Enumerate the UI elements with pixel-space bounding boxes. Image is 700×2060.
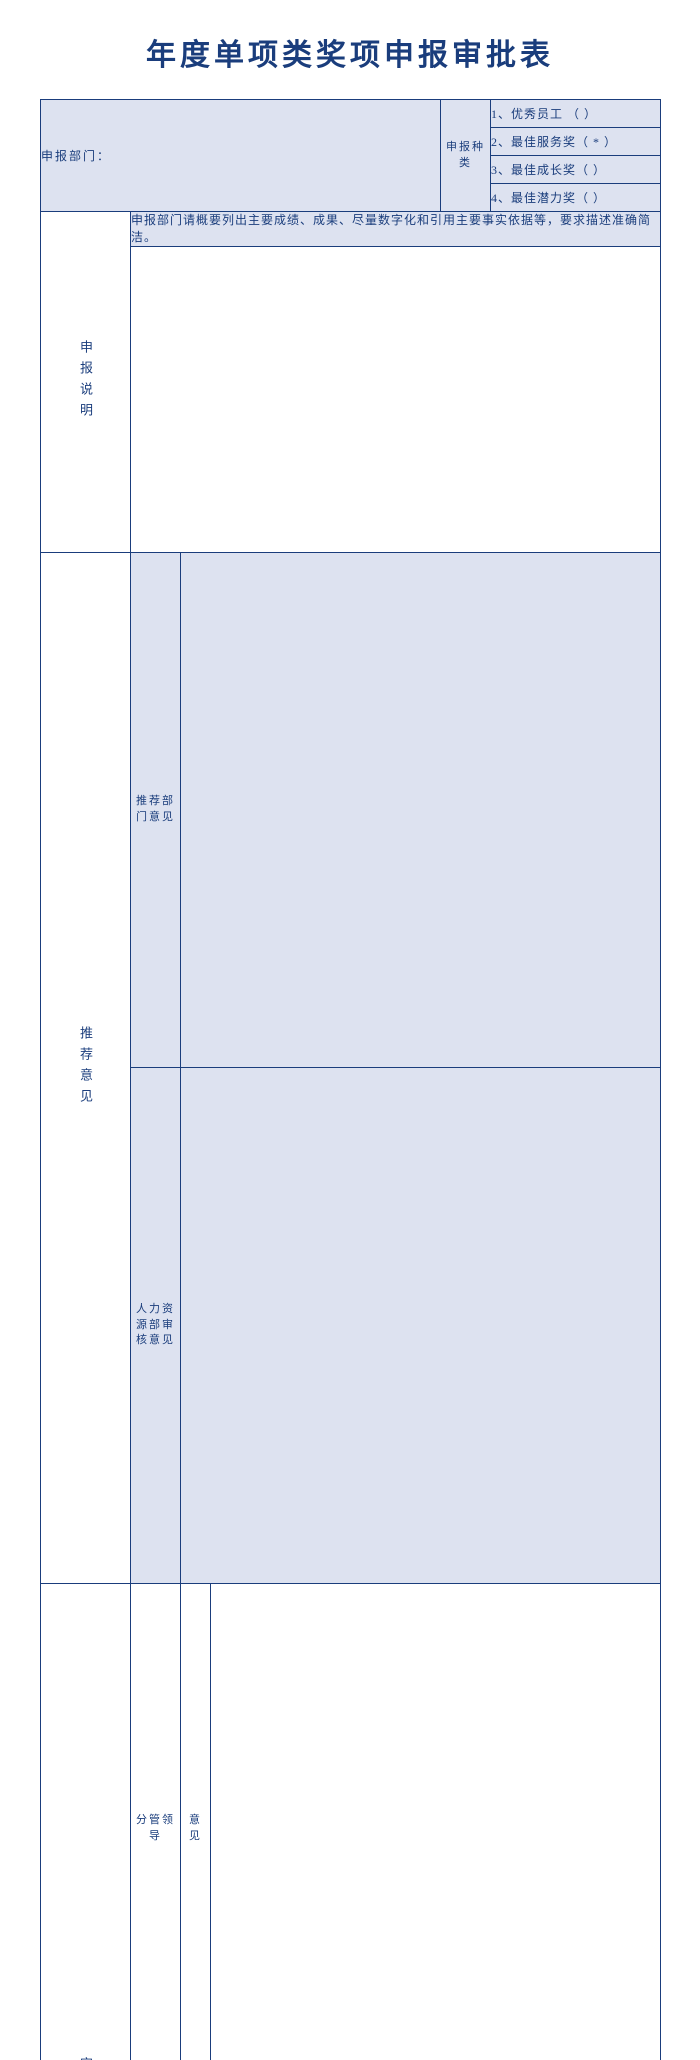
desc-label-cell: 申报说明 — [41, 212, 131, 553]
recommend-row1-content — [181, 552, 661, 1068]
category-2: 2、最佳服务奖（ * ） — [491, 128, 661, 156]
approval-row1a-label: 分管领导 — [131, 1583, 181, 2060]
dept-label-cell: 申报部门： — [41, 100, 441, 212]
approval-label-cell: 审批意见 — [41, 1583, 131, 2060]
category-label-cell: 申报种类 — [441, 100, 491, 212]
approval-form-table: 申报部门： 申报种类 1、优秀员工 （ ） 2、最佳服务奖（ * ） 3、最佳成… — [40, 99, 661, 2060]
recommend-label-cell: 推荐意见 — [41, 552, 131, 1583]
category-3: 3、最佳成长奖（ ） — [491, 156, 661, 184]
recommend-row2-label: 人力资源部审核意见 — [131, 1068, 181, 1584]
category-1: 1、优秀员工 （ ） — [491, 100, 661, 128]
desc-content-area — [131, 246, 661, 552]
approval-row1-content — [211, 1583, 661, 2060]
category-4: 4、最佳潜力奖（ ） — [491, 184, 661, 212]
recommend-row1-label: 推荐部门意见 — [131, 552, 181, 1068]
recommend-row2-content — [181, 1068, 661, 1584]
desc-instruction: 申报部门请概要列出主要成绩、成果、尽量数字化和引用主要事实依据等，要求描述准确简… — [131, 212, 661, 247]
approval-row1b-label: 意见 — [181, 1583, 211, 2060]
page-title: 年度单项类奖项申报审批表 — [40, 30, 660, 74]
